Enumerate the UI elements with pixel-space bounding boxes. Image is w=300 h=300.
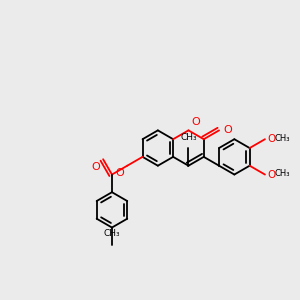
Text: O: O [191, 117, 200, 128]
Text: O: O [223, 125, 232, 135]
Text: CH₃: CH₃ [275, 169, 290, 178]
Text: O: O [267, 134, 275, 144]
Text: CH₃: CH₃ [275, 134, 290, 143]
Text: CH₃: CH₃ [103, 229, 120, 238]
Text: CH₃: CH₃ [180, 133, 197, 142]
Text: O: O [116, 168, 124, 178]
Text: O: O [267, 169, 275, 179]
Text: O: O [92, 162, 100, 172]
